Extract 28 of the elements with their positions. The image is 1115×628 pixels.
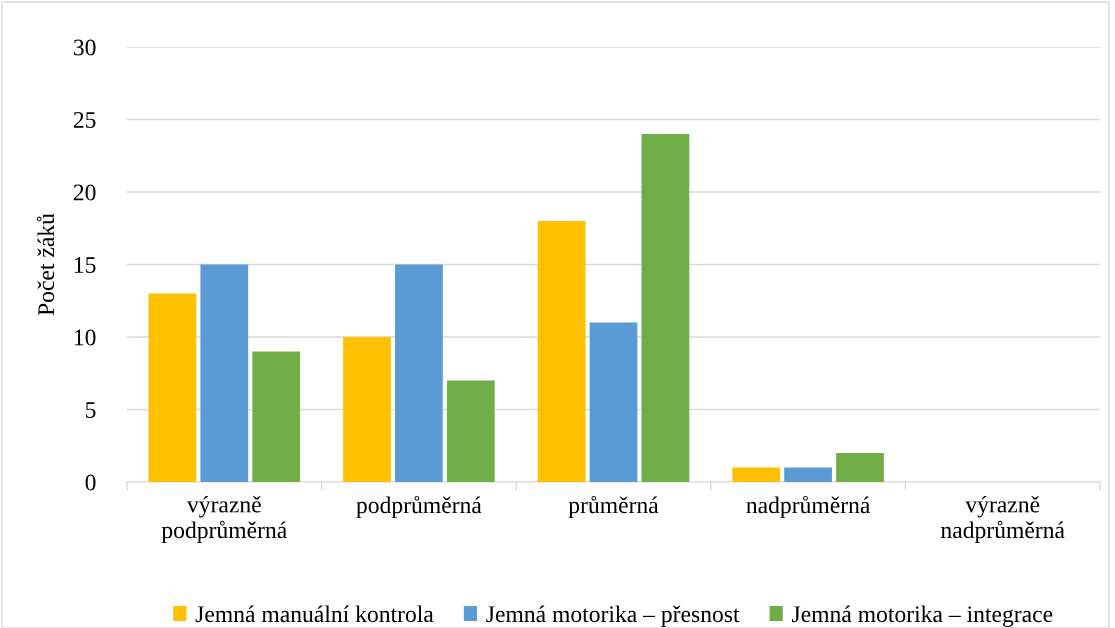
y-tick-label: 5 xyxy=(86,402,96,418)
bar xyxy=(589,322,638,482)
x-tick-label: výrazně podprůměrná xyxy=(161,495,287,543)
bar xyxy=(446,380,495,482)
y-tick-label: 20 xyxy=(73,184,96,201)
bar xyxy=(395,264,443,482)
x-tick-label: průměrná xyxy=(568,495,659,519)
y-tick-label: 25 xyxy=(73,112,96,128)
bar xyxy=(641,134,690,482)
legend-label: Jemná motorika – přesnost xyxy=(486,605,740,627)
bar xyxy=(537,221,586,482)
y-axis-title: Počet žáků xyxy=(36,213,55,316)
y-tick-label: 30 xyxy=(73,39,96,56)
y-tick-label: 15 xyxy=(74,257,96,273)
x-tick-label: nadprůměrná xyxy=(746,495,871,519)
bar xyxy=(200,264,249,482)
legend-label: Jemná motorika – integrace xyxy=(791,605,1053,627)
bar xyxy=(784,467,832,482)
y-tick-label: 10 xyxy=(74,329,96,346)
bar xyxy=(836,453,884,482)
y-tick-label: 0 xyxy=(85,474,96,491)
x-tick-label: podprůměrná xyxy=(356,495,482,519)
bar xyxy=(343,337,391,482)
bar xyxy=(732,467,781,482)
bar xyxy=(252,351,301,482)
bar xyxy=(148,293,197,482)
legend-label: Jemná manuální kontrola xyxy=(195,605,434,623)
x-tick-label: výrazně nadprůměrná xyxy=(940,495,1065,543)
